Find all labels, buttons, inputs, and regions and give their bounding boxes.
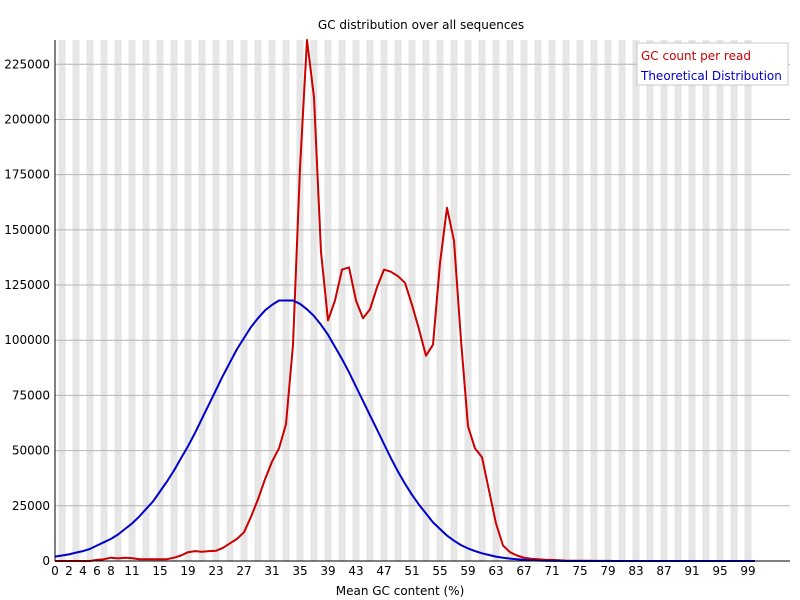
x-tick-label: 67 <box>516 564 531 578</box>
x-tick-label: 15 <box>152 564 167 578</box>
grid-band <box>394 40 402 561</box>
grid-band <box>534 40 542 561</box>
x-tick-label: 75 <box>572 564 587 578</box>
chart-title: GC distribution over all sequences <box>318 18 524 32</box>
grid-band <box>240 40 248 561</box>
grid-band <box>170 40 178 561</box>
grid-band <box>688 40 696 561</box>
grid-band <box>450 40 458 561</box>
grid-band <box>310 40 318 561</box>
x-tick-label: 23 <box>208 564 223 578</box>
x-tick-label: 79 <box>600 564 615 578</box>
y-tick-label: 225000 <box>4 57 50 71</box>
grid-band <box>226 40 234 561</box>
y-tick-label: 75000 <box>12 388 50 402</box>
grid-band <box>632 40 640 561</box>
legend-entry-theoretical: Theoretical Distribution <box>640 69 782 83</box>
x-tick-label: 6 <box>93 564 101 578</box>
grid-band <box>296 40 304 561</box>
grid-band <box>590 40 598 561</box>
grid-band <box>338 40 346 561</box>
grid-band <box>380 40 388 561</box>
x-tick-label: 91 <box>684 564 699 578</box>
grid-band <box>142 40 150 561</box>
grid-band <box>464 40 472 561</box>
grid-band <box>646 40 654 561</box>
axes <box>54 40 790 562</box>
grid-band <box>506 40 514 561</box>
y-tick-label: 200000 <box>4 112 50 126</box>
x-tick-label: 99 <box>740 564 755 578</box>
grid-band <box>86 40 94 561</box>
grid-band <box>436 40 444 561</box>
x-tick-label: 87 <box>656 564 671 578</box>
grid-band <box>184 40 192 561</box>
x-tick-label: 63 <box>488 564 503 578</box>
grid-band <box>366 40 374 561</box>
x-tick-label: 83 <box>628 564 643 578</box>
grid-band <box>520 40 528 561</box>
grid-band <box>324 40 332 561</box>
x-tick-label: 71 <box>544 564 559 578</box>
x-tick-label: 51 <box>404 564 419 578</box>
grid-band <box>562 40 570 561</box>
legend-box <box>636 42 789 86</box>
grid-band <box>716 40 724 561</box>
legend-entry-gc-count: GC count per read <box>641 49 751 63</box>
grid-band <box>702 40 710 561</box>
grid-band <box>114 40 122 561</box>
x-tick-label: 95 <box>712 564 727 578</box>
grid-band <box>576 40 584 561</box>
grid-band <box>254 40 262 561</box>
grid-band <box>72 40 80 561</box>
y-tick-label: 0 <box>42 554 50 568</box>
x-tick-label: 11 <box>124 564 139 578</box>
x-tick-label: 4 <box>79 564 87 578</box>
x-tick-label: 19 <box>180 564 195 578</box>
grid-band <box>100 40 108 561</box>
y-tick-label: 150000 <box>4 223 50 237</box>
y-tick-label: 125000 <box>4 278 50 292</box>
x-tick-label: 31 <box>264 564 279 578</box>
grid-band <box>128 40 136 561</box>
grid-band <box>604 40 612 561</box>
grid-band <box>730 40 738 561</box>
y-tick-labels: 0 25000 50000 75000 100000 125000 150000 175000… <box>4 57 50 568</box>
grid-band <box>492 40 500 561</box>
grid-band <box>478 40 486 561</box>
x-tick-labels: 0 2 4 6 8 11 15 19 23 27 31 35 39 43 47 51 55 59 63 67 71 75 7… <box>51 564 755 578</box>
grid-band <box>744 40 752 561</box>
grid-band <box>422 40 430 561</box>
grid-band <box>268 40 276 561</box>
x-tick-label: 59 <box>460 564 475 578</box>
y-tick-label: 50000 <box>12 444 50 458</box>
x-axis-label: Mean GC content (%) <box>336 584 465 598</box>
legend: GC count per read Theoretical Distributi… <box>636 42 789 86</box>
grid-band <box>618 40 626 561</box>
grid-band <box>212 40 220 561</box>
x-tick-label: 8 <box>107 564 115 578</box>
x-tick-label: 35 <box>292 564 307 578</box>
x-tick-label: 2 <box>65 564 73 578</box>
grid-band <box>408 40 416 561</box>
x-tick-label: 0 <box>51 564 59 578</box>
grid-band <box>198 40 206 561</box>
grid-band <box>58 40 66 561</box>
grid-band <box>660 40 668 561</box>
y-tick-label: 175000 <box>4 168 50 182</box>
y-tick-label: 25000 <box>12 499 50 513</box>
grid-band <box>548 40 556 561</box>
x-tick-label: 39 <box>320 564 335 578</box>
x-tick-label: 47 <box>376 564 391 578</box>
x-tick-label: 27 <box>236 564 251 578</box>
x-tick-label: 55 <box>432 564 447 578</box>
grid-band <box>156 40 164 561</box>
grid-band <box>674 40 682 561</box>
y-tick-label: 100000 <box>4 333 50 347</box>
x-tick-label: 43 <box>348 564 363 578</box>
